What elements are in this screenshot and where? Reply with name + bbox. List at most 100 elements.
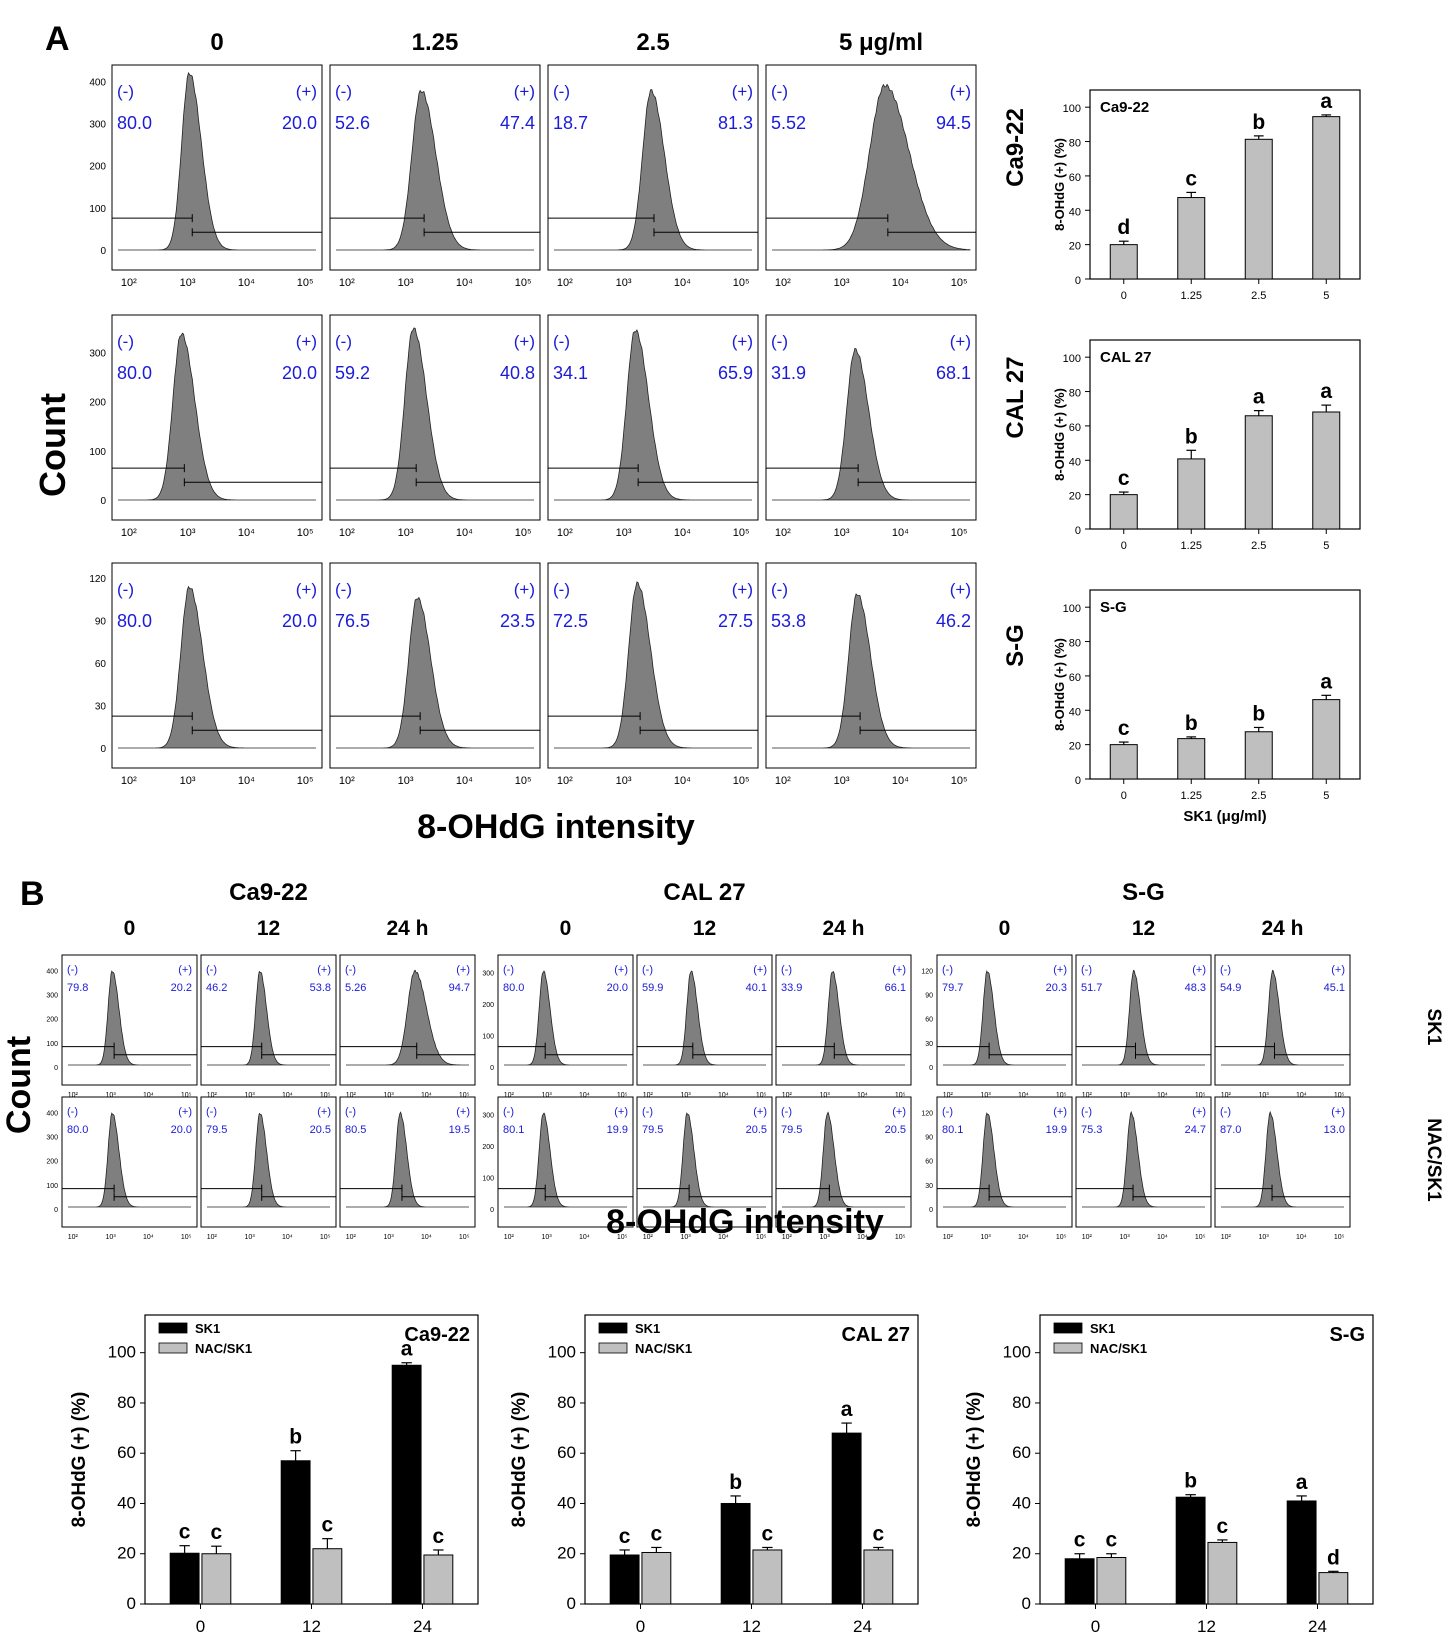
negative-gate-label: (-) <box>67 1106 78 1118</box>
x-tick-label: 10⁵ <box>320 1234 331 1241</box>
negative-percent: 31.9 <box>771 363 806 383</box>
x-tick-label: 10⁴ <box>1018 1234 1029 1241</box>
negative-gate-label: (-) <box>781 964 792 976</box>
bar <box>1312 411 1341 530</box>
y-tick-label: 0 <box>54 1065 58 1072</box>
flow-histogram: 10² 10³ 10⁴ 10⁵ (-) (+) 80.0 20.0 <box>111 562 323 787</box>
positive-gate-label: (+) <box>753 1106 767 1118</box>
y-tick-label: 0 <box>100 496 106 507</box>
negative-gate-label: (-) <box>117 332 134 351</box>
negative-percent: 33.9 <box>781 982 802 994</box>
positive-gate-label: (+) <box>1331 964 1345 976</box>
x-tick-label: 10³ <box>820 1092 831 1099</box>
bar <box>280 1460 311 1605</box>
significance-letter: c <box>1118 467 1130 490</box>
time-header: 24 h <box>1261 917 1303 940</box>
positive-percent: 20.5 <box>746 1124 767 1136</box>
y-tick-label: 20 <box>117 1544 136 1563</box>
chart-title: Ca9-22 <box>1100 99 1149 116</box>
positive-percent: 23.5 <box>500 611 535 631</box>
x-tick-label: 10⁵ <box>1056 1234 1067 1241</box>
flow-histogram: 10² 10³ 10⁴ 10⁵ (-) (+) 79.8 20.2 <box>61 954 198 1099</box>
bar <box>1207 1541 1238 1605</box>
negative-percent: 34.1 <box>553 363 588 383</box>
negative-percent: 75.3 <box>1081 1124 1102 1136</box>
x-tick-label: 10⁵ <box>895 1234 906 1241</box>
significance-letter: c <box>1118 717 1130 740</box>
y-tick-label: 120 <box>921 1110 933 1117</box>
x-tick-label: 10³ <box>1120 1092 1131 1099</box>
x-tick-label: 10³ <box>106 1092 117 1099</box>
x-tick-label: 10³ <box>981 1092 992 1099</box>
x-tick-label: 12 <box>1197 1617 1216 1633</box>
y-tick-label: 60 <box>1069 422 1081 434</box>
bar <box>1318 1572 1349 1605</box>
x-tick-label: 10³ <box>180 527 196 539</box>
x-tick-label: 10² <box>782 1234 793 1241</box>
positive-percent: 53.8 <box>310 982 331 994</box>
x-tick-label: 10⁴ <box>857 1092 868 1099</box>
y-tick-label: 300 <box>482 970 494 977</box>
y-tick-label: 80 <box>1012 1393 1031 1412</box>
flow-histogram: 10² 10³ 10⁴ 10⁵ (-) (+) 75.3 24.7 <box>1075 1096 1212 1241</box>
flow-histogram: 10² 10³ 10⁴ 10⁵ (-) (+) 18.7 81.3 <box>547 64 759 289</box>
x-tick-label: 10³ <box>616 775 632 787</box>
legend-label: NAC/SK1 <box>195 1341 252 1356</box>
positive-gate-label: (+) <box>950 580 971 599</box>
negative-percent: 80.1 <box>942 1124 963 1136</box>
y-tick-label: 0 <box>54 1207 58 1214</box>
histogram-frame <box>775 954 912 1086</box>
positive-percent: 19.9 <box>607 1124 628 1136</box>
x-tick-label: 10³ <box>542 1092 553 1099</box>
x-tick-label: 10⁴ <box>718 1234 729 1241</box>
x-tick-label: 10⁵ <box>951 277 968 289</box>
bar <box>720 1502 751 1605</box>
chart-frame <box>144 1314 479 1605</box>
y-tick-label: 20 <box>1012 1544 1031 1563</box>
y-tick-label: 100 <box>46 1041 58 1048</box>
flow-histogram: 10² 10³ 10⁴ 10⁵ (-) (+) 54.9 45.1 <box>1214 954 1351 1099</box>
histogram-peak <box>504 1112 627 1208</box>
flow-histogram: 10² 10³ 10⁴ 10⁵ (-) (+) 80.0 20.0 <box>111 314 323 539</box>
y-tick-label: 100 <box>89 447 106 458</box>
x-tick-label: 10⁴ <box>674 277 691 289</box>
y-tick-label: 300 <box>89 349 106 360</box>
positive-percent: 20.5 <box>885 1124 906 1136</box>
negative-gate-label: (-) <box>335 332 352 351</box>
x-tick-label: 10⁴ <box>456 775 473 787</box>
positive-gate-label: (+) <box>1331 1106 1345 1118</box>
y-tick-label: 60 <box>925 1017 933 1024</box>
x-tick-label: 10³ <box>820 1234 831 1241</box>
x-tick-label: 10⁴ <box>1296 1234 1307 1241</box>
y-tick-label: 400 <box>46 1110 58 1117</box>
x-tick-label: 10² <box>943 1092 954 1099</box>
histogram-frame <box>936 954 1073 1086</box>
x-tick-label: 10⁵ <box>756 1092 767 1099</box>
y-tick-label: 40 <box>1012 1493 1031 1512</box>
histogram-frame <box>1075 954 1212 1086</box>
y-tick-label: 20 <box>1069 741 1081 753</box>
y-axis-label: 8-OHdG (+) (%) <box>1052 138 1067 231</box>
flow-histogram: 10² 10³ 10⁴ 10⁵ (-) (+) 46.2 53.8 <box>200 954 337 1099</box>
y-tick-label: 100 <box>482 1033 494 1040</box>
histogram-peak <box>207 1112 330 1208</box>
x-tick-label: 10² <box>504 1234 515 1241</box>
x-tick-label: 10⁵ <box>951 527 968 539</box>
x-tick-label: 10² <box>643 1092 654 1099</box>
positive-gate-label: (+) <box>732 82 753 101</box>
histogram-peak <box>118 585 316 749</box>
flow-histogram: 10² 10³ 10⁴ 10⁵ (-) (+) 76.5 23.5 <box>329 562 541 787</box>
positive-gate-label: (+) <box>732 580 753 599</box>
positive-gate-label: (+) <box>317 964 331 976</box>
legend-swatch <box>1053 1322 1083 1334</box>
x-tick-label: 10⁴ <box>282 1234 293 1241</box>
negative-percent: 72.5 <box>553 611 588 631</box>
y-tick-label: 80 <box>1069 388 1081 400</box>
y-tick-label: 100 <box>1003 1343 1031 1362</box>
y-tick-label: 80 <box>557 1393 576 1412</box>
negative-percent: 53.8 <box>771 611 806 631</box>
negative-percent: 79.5 <box>206 1124 227 1136</box>
intensity-axis-label: 8-OHdG intensity <box>606 1203 884 1241</box>
y-tick-label: 20 <box>1069 241 1081 253</box>
